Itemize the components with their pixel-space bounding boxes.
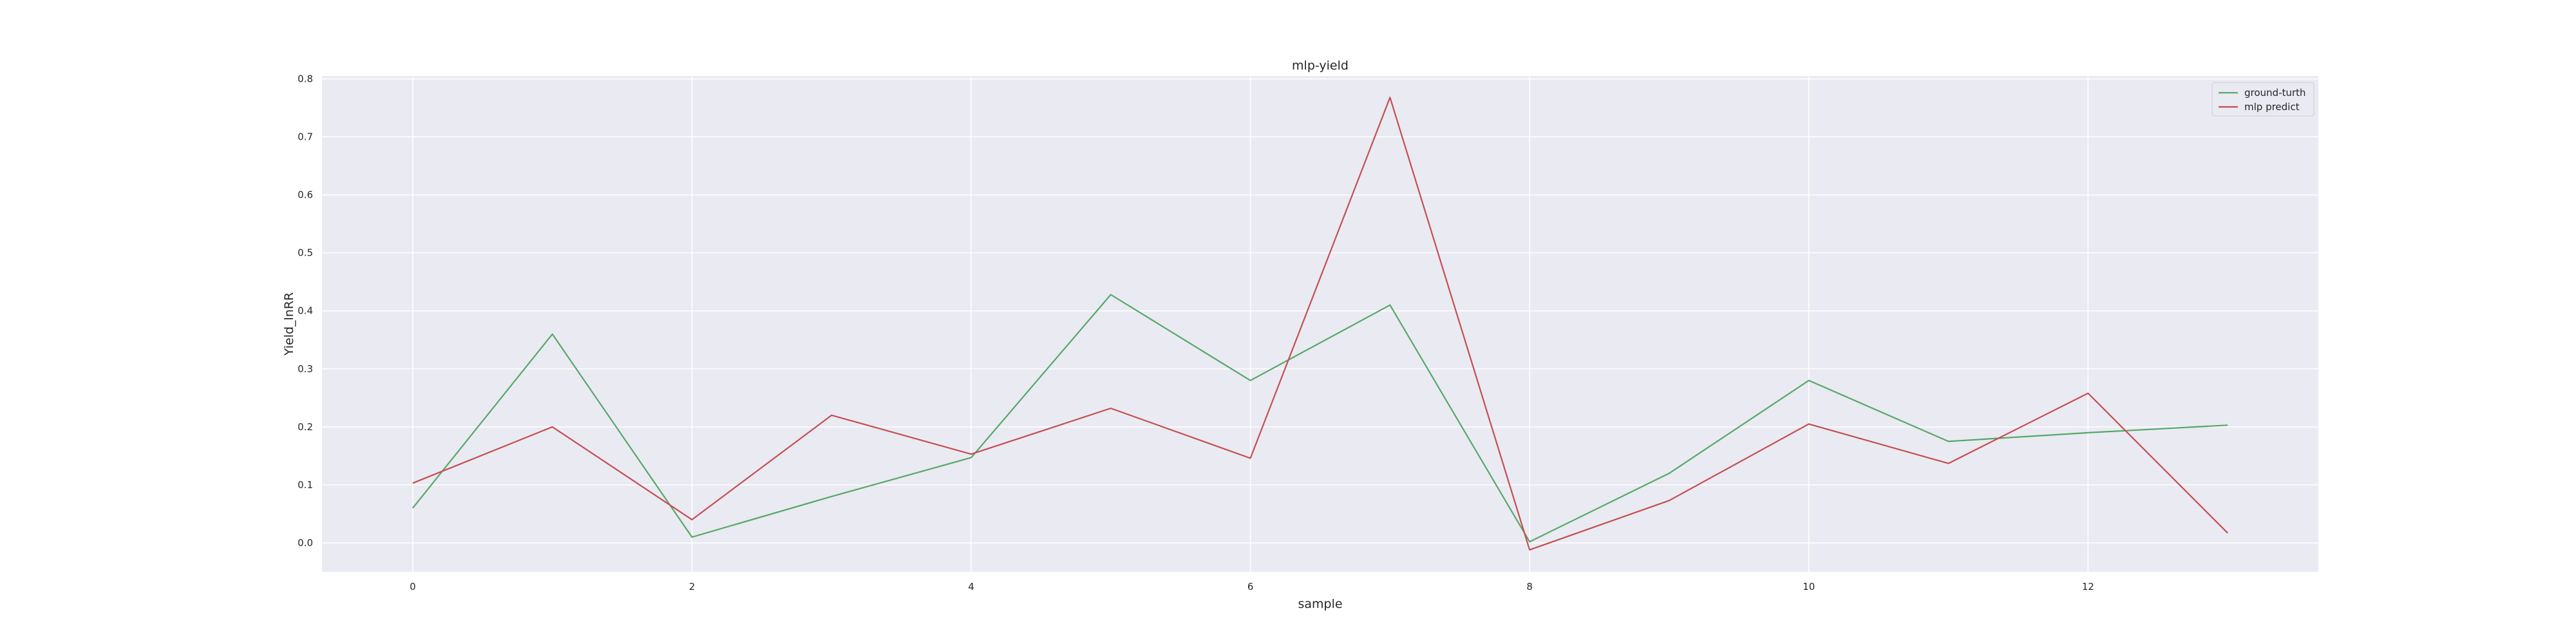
legend-label: mlp predict xyxy=(2244,101,2300,113)
x-tick-label: 0 xyxy=(410,581,416,592)
x-tick-label: 10 xyxy=(1803,581,1815,592)
y-tick-label: 0.5 xyxy=(298,247,313,259)
x-tick-label: 12 xyxy=(2082,581,2094,592)
y-tick-label: 0.2 xyxy=(298,421,313,433)
legend: ground-turth mlp predict xyxy=(2211,82,2315,117)
y-tick-label: 0.8 xyxy=(298,73,313,85)
y-tick-label: 0.3 xyxy=(298,363,313,375)
x-axis-title: sample xyxy=(1298,597,1342,611)
x-tick-label: 6 xyxy=(1247,581,1254,592)
y-tick-label: 0.7 xyxy=(298,131,313,143)
x-tick-label: 8 xyxy=(1526,581,1533,592)
y-tick-label: 0.0 xyxy=(298,537,313,549)
y-axis-title: Yield_lnRR xyxy=(282,292,296,356)
series-line-1 xyxy=(412,294,2228,543)
x-tick-label: 4 xyxy=(968,581,974,592)
x-tick-label: 2 xyxy=(689,581,696,592)
series-lines xyxy=(412,97,2228,551)
legend-label: ground-turth xyxy=(2244,87,2306,99)
x-tick-labels: 0 2 4 6 8 10 12 xyxy=(410,581,2094,592)
y-tick-label: 0.1 xyxy=(298,479,313,491)
y-tick-label: 0.4 xyxy=(298,305,313,317)
chart-title: mlp-yield xyxy=(1292,59,1349,73)
y-tick-label: 0.6 xyxy=(298,189,313,201)
grid xyxy=(322,76,2318,572)
y-tick-labels: 0.0 0.1 0.2 0.3 0.4 0.5 0.6 0.7 0.8 xyxy=(298,73,313,549)
series-line-2 xyxy=(412,97,2228,551)
plot-area xyxy=(322,76,2318,572)
